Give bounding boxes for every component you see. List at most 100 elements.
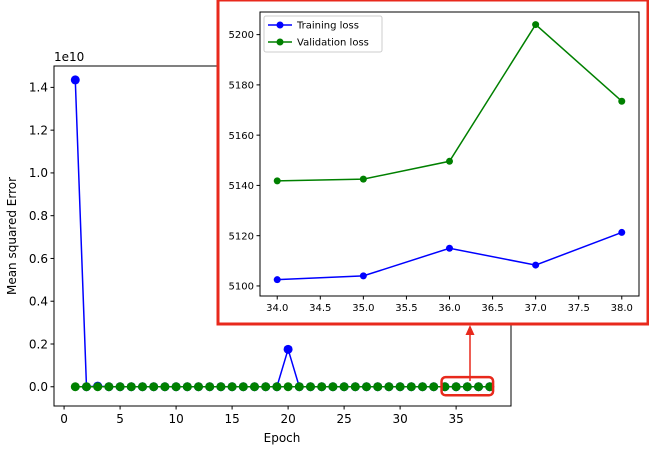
inset-y-tick-label: 5120	[229, 231, 254, 242]
main-series-1-point	[227, 382, 237, 392]
main-x-tick-label: 20	[280, 412, 295, 426]
main-series-1-point	[70, 382, 80, 392]
main-series-1-point	[474, 382, 484, 392]
main-y-axis: 0.0 0.2 0.4 0.6 0.8 1.0 1.2 1.4	[29, 81, 54, 394]
inset-x-tick-label: 34.5	[309, 303, 331, 314]
main-x-tick-label: 5	[116, 412, 124, 426]
main-y-tick-label: 0.0	[29, 380, 48, 394]
main-series-1-point	[115, 382, 125, 392]
main-x-tick-label: 15	[224, 412, 239, 426]
inset-x-tick-label: 38.0	[611, 303, 633, 314]
inset-series-1-point	[359, 175, 367, 183]
main-series-1-point	[216, 382, 226, 392]
main-y-tick-label: 0.8	[29, 209, 48, 223]
inset-series-0-point	[446, 244, 453, 252]
main-series-1-point	[283, 382, 293, 392]
main-series-1-point	[362, 382, 372, 392]
main-y-tick-label: 1.4	[29, 81, 48, 95]
main-x-tick-label: 10	[168, 412, 183, 426]
inset-series-group	[273, 21, 626, 284]
main-series-1-point	[429, 382, 439, 392]
inset-plot-frame	[259, 11, 640, 297]
inset-x-tick-label: 35.0	[352, 303, 374, 314]
main-series-1-point	[328, 382, 338, 392]
main-series-1-point	[451, 382, 461, 392]
main-series-1-point	[350, 382, 360, 392]
legend-swatch-marker-training	[276, 21, 284, 29]
inset-y-axis: 5100 5120 5140 5160 5180 5200	[229, 30, 260, 293]
legend-label-training: Training loss	[296, 21, 359, 32]
main-series-1-point	[317, 382, 327, 392]
main-x-axis: 0 5 10 15 20 25 30 35	[60, 406, 464, 426]
inset-y-tick-label: 5140	[229, 181, 254, 192]
main-highlight-box	[440, 375, 495, 397]
main-series-1-point	[81, 382, 91, 392]
main-series-1-point	[171, 382, 181, 392]
main-series-1-point	[193, 382, 203, 392]
main-y-tick-label: 1.0	[29, 166, 48, 180]
legend-swatch-marker-validation	[276, 38, 284, 46]
inset-y-tick-label: 5160	[229, 131, 254, 142]
main-x-tick-label: 30	[392, 412, 407, 426]
main-y-tick-label: 0.6	[29, 252, 48, 266]
main-series-1-point	[339, 382, 349, 392]
main-y-tick-label: 0.2	[29, 337, 48, 351]
main-series-1-point	[182, 382, 192, 392]
callout-arrow-head	[465, 325, 475, 335]
legend-box	[263, 15, 383, 53]
main-x-tick-label: 0	[60, 412, 68, 426]
main-series-0-point	[283, 344, 293, 354]
main-y-tick-label: 0.4	[29, 295, 48, 309]
main-series-1-point	[261, 382, 271, 392]
main-x-tick-label: 35	[448, 412, 463, 426]
main-series-1-point	[306, 382, 316, 392]
inset-series-0-point	[273, 276, 281, 284]
main-series-0-point	[70, 75, 80, 85]
main-x-axis-label: Epoch	[264, 431, 301, 445]
inset-series-0-point	[359, 272, 367, 280]
legend: Training loss Validation loss	[263, 15, 383, 53]
main-y-tick-label: 1.2	[29, 123, 48, 137]
main-series-1-point	[137, 382, 147, 392]
inset-x-tick-label: 35.5	[395, 303, 417, 314]
inset-series-1-point	[618, 97, 626, 105]
inset-x-axis: 34.0 34.5 35.0 35.5 36.0 36.5 37.0 37.5 38.0	[266, 296, 633, 314]
inset-series-1-point	[446, 157, 453, 165]
main-series-1-point	[205, 382, 215, 392]
main-series-1-point	[418, 382, 428, 392]
main-y-offset-label: 1e10	[54, 50, 84, 64]
main-y-axis-label: Mean squared Error	[5, 177, 19, 295]
main-series-1-point	[104, 382, 114, 392]
inset-x-tick-label: 37.5	[568, 303, 590, 314]
inset-x-tick-label: 36.0	[438, 303, 460, 314]
inset-x-tick-label: 34.0	[266, 303, 288, 314]
inset-series-1-point	[532, 21, 540, 29]
inset-y-tick-label: 5200	[229, 30, 254, 41]
main-series-1-point	[149, 382, 159, 392]
inset-y-tick-label: 5100	[229, 282, 254, 293]
inset-series-0-point	[618, 228, 626, 236]
inset-chart: 34.0 34.5 35.0 35.5 36.0 36.5 37.0 37.5 38.0 510…	[216, 0, 649, 326]
inset-series-0-point	[532, 261, 540, 269]
inset-x-tick-label: 37.0	[525, 303, 547, 314]
inset-series-1-point	[273, 177, 281, 185]
main-series-1-point	[238, 382, 248, 392]
main-series-1-point	[373, 382, 383, 392]
main-series-1-point	[384, 382, 394, 392]
inset-x-tick-label: 36.5	[481, 303, 503, 314]
main-series-1-point	[93, 382, 103, 392]
main-series-1-point	[272, 382, 282, 392]
legend-item-training: Training loss	[268, 21, 359, 32]
main-series-1-point	[294, 382, 304, 392]
main-series-1-point	[160, 382, 170, 392]
main-series-1-point	[126, 382, 136, 392]
inset-y-tick-label: 5180	[229, 80, 254, 91]
legend-label-validation: Validation loss	[297, 38, 369, 49]
main-series-1-point	[249, 382, 259, 392]
main-series-1-point	[462, 382, 472, 392]
callout-arrow	[465, 325, 475, 381]
main-series-1-point	[395, 382, 405, 392]
legend-item-validation: Validation loss	[268, 38, 369, 49]
main-series-1-point	[406, 382, 416, 392]
